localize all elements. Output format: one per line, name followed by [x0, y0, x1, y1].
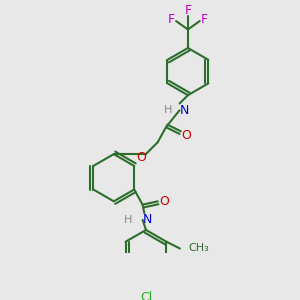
Text: H: H [164, 105, 173, 115]
Text: Cl: Cl [140, 291, 152, 300]
Text: F: F [167, 13, 175, 26]
Text: N: N [142, 213, 152, 226]
Text: O: O [181, 129, 191, 142]
Text: CH₃: CH₃ [188, 244, 209, 254]
Text: N: N [179, 104, 189, 117]
Text: H: H [124, 215, 133, 225]
Text: F: F [184, 4, 191, 17]
Text: F: F [201, 13, 208, 26]
Text: O: O [160, 195, 170, 208]
Text: O: O [136, 151, 146, 164]
